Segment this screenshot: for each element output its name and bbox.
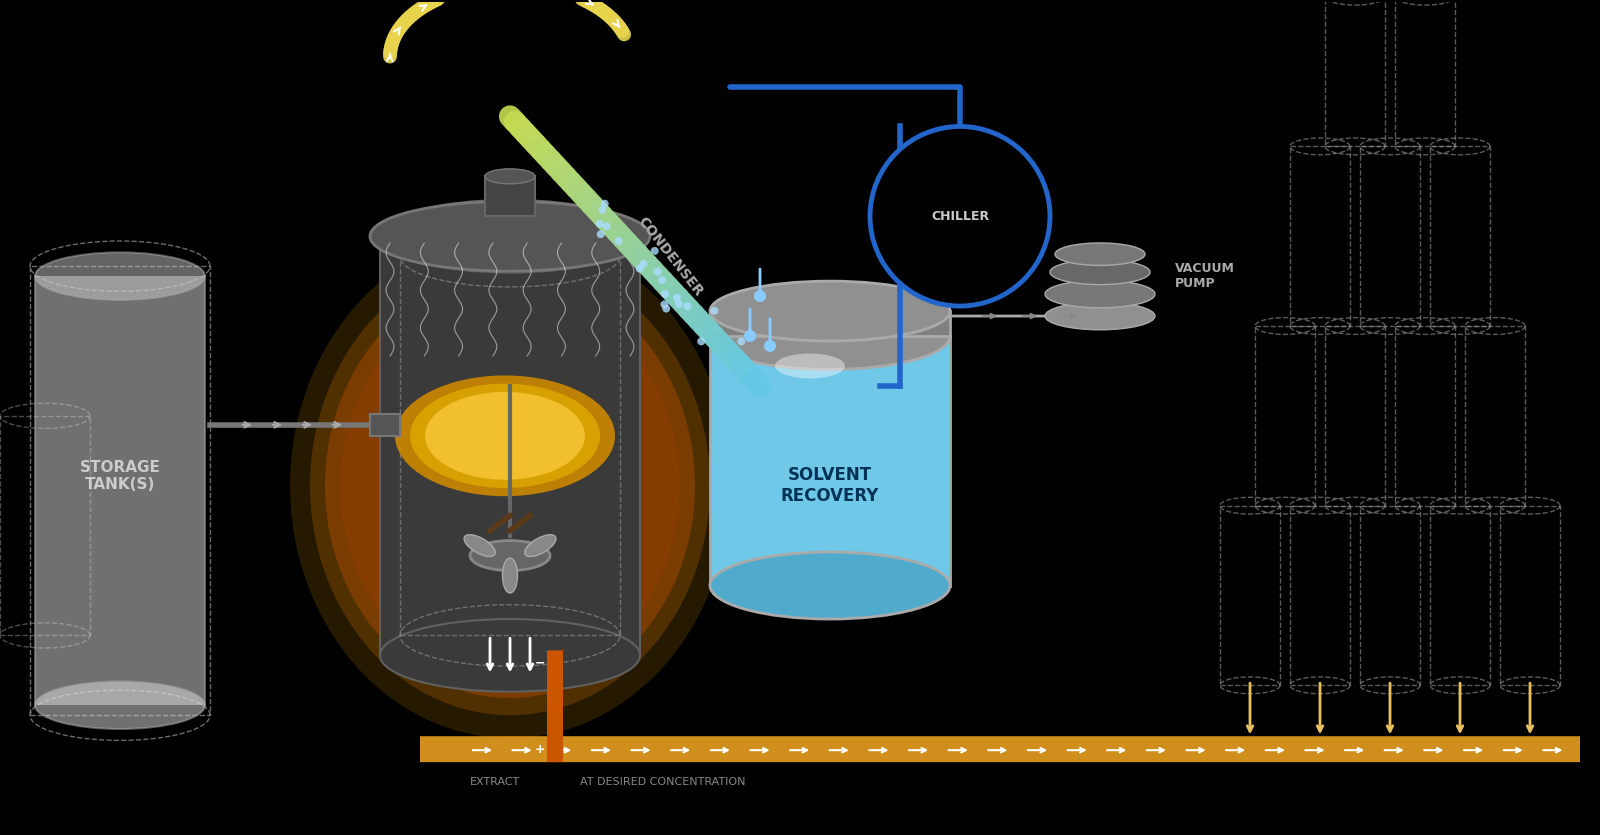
Ellipse shape — [325, 273, 694, 698]
Circle shape — [595, 220, 603, 228]
Circle shape — [653, 268, 661, 276]
Ellipse shape — [426, 392, 586, 480]
Circle shape — [738, 337, 746, 346]
Text: CHILLER: CHILLER — [931, 210, 989, 223]
Circle shape — [600, 200, 608, 208]
Ellipse shape — [35, 252, 205, 300]
Ellipse shape — [1050, 260, 1150, 285]
Ellipse shape — [485, 169, 534, 184]
Text: STORAGE
TANK(S): STORAGE TANK(S) — [80, 459, 160, 492]
Ellipse shape — [379, 619, 640, 691]
Circle shape — [754, 290, 766, 302]
Circle shape — [683, 302, 691, 311]
Ellipse shape — [525, 534, 555, 556]
Circle shape — [614, 237, 622, 245]
Circle shape — [603, 222, 611, 230]
Ellipse shape — [502, 558, 517, 593]
Ellipse shape — [410, 383, 600, 488]
Text: VACUUM
PUMP: VACUUM PUMP — [1174, 262, 1235, 290]
Text: AT DESIRED CONCENTRATION: AT DESIRED CONCENTRATION — [579, 777, 746, 787]
Ellipse shape — [774, 353, 845, 378]
Ellipse shape — [395, 376, 614, 496]
Text: CONDENSER: CONDENSER — [635, 214, 706, 299]
Ellipse shape — [1045, 302, 1155, 330]
Ellipse shape — [35, 681, 205, 729]
Ellipse shape — [379, 200, 640, 272]
Circle shape — [597, 230, 605, 238]
Ellipse shape — [339, 291, 680, 681]
Ellipse shape — [370, 201, 650, 271]
Circle shape — [710, 306, 718, 315]
Text: SOLVENT
RECOVERY: SOLVENT RECOVERY — [781, 466, 878, 505]
Circle shape — [662, 305, 670, 312]
Circle shape — [640, 260, 648, 268]
Circle shape — [765, 340, 776, 352]
Circle shape — [674, 294, 682, 301]
Circle shape — [661, 301, 669, 308]
Circle shape — [598, 206, 606, 214]
Ellipse shape — [310, 256, 710, 716]
Ellipse shape — [290, 233, 730, 738]
Circle shape — [675, 300, 683, 308]
FancyBboxPatch shape — [547, 650, 563, 762]
Circle shape — [870, 126, 1050, 306]
Ellipse shape — [710, 302, 950, 370]
Circle shape — [698, 337, 706, 346]
Bar — [485, 176, 534, 216]
Ellipse shape — [1054, 243, 1146, 266]
Circle shape — [661, 290, 669, 298]
Ellipse shape — [710, 552, 950, 619]
Ellipse shape — [710, 281, 950, 341]
Ellipse shape — [470, 540, 550, 570]
Polygon shape — [35, 276, 205, 706]
Bar — [710, 336, 950, 585]
Ellipse shape — [1045, 281, 1155, 308]
Bar — [370, 414, 400, 436]
Bar — [710, 311, 950, 336]
Circle shape — [651, 247, 659, 255]
Text: EXTRACT: EXTRACT — [470, 777, 520, 787]
FancyBboxPatch shape — [419, 736, 1581, 762]
Circle shape — [635, 265, 643, 272]
Ellipse shape — [464, 534, 496, 556]
Text: +: + — [534, 743, 546, 757]
Circle shape — [744, 330, 757, 342]
Polygon shape — [381, 236, 640, 655]
Text: −: − — [534, 656, 546, 670]
Circle shape — [658, 276, 666, 284]
